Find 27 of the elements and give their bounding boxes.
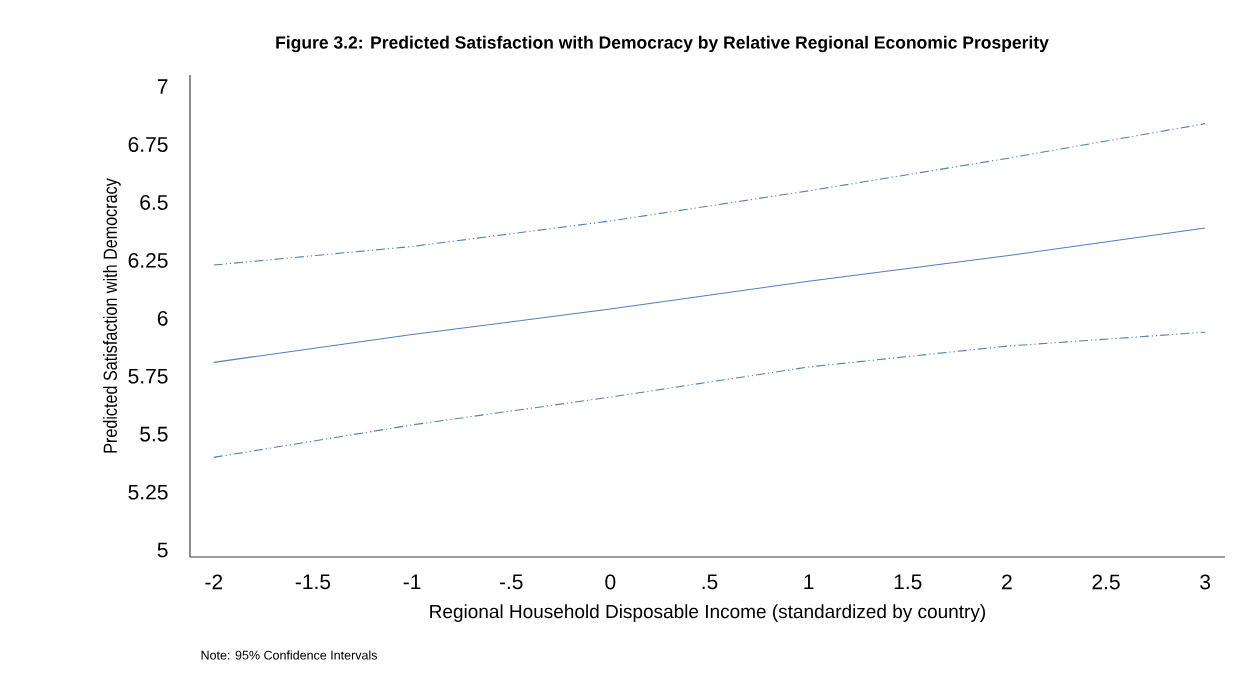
x-tick-label: -1 [403,574,421,589]
y-tick-label: 6.25 [128,252,168,268]
x-tick-label: .5 [702,574,718,590]
y-axis-title: Predicted Satisfaction with Democracy [103,178,121,453]
y-tick-label: 6.75 [128,137,168,152]
x-tick-label: 1.5 [894,574,922,590]
y-tick-label: 5.75 [128,368,168,384]
x-axis-title: Regional Household Disposable Income (standardized by country) [430,604,985,622]
x-tick-label: 1 [804,574,814,589]
y-tick-label: 5 [157,542,168,558]
x-tick-label: 2.5 [1092,574,1120,590]
text: Note: 95% Confidence Intervals [201,650,378,660]
x-tick-label: -.5 [499,574,523,590]
x-tick-label: -2 [205,574,223,590]
x-tick-label: -1.5 [295,574,331,590]
line-series [213,227,1206,363]
y-tick-label: 6.5 [140,195,168,210]
x-tick-label: 2 [1002,574,1012,590]
y-tick-label: 6 [157,310,168,326]
line-series [213,123,1206,266]
x-tick-label: 3 [1200,574,1211,590]
y-tick-label: 7 [157,79,168,94]
chart-title: Figure 3.2: Predicted Satisfaction with Democracy by Relative Regional Economic Prosperity [276,35,1049,53]
y-tick-label: 5.25 [128,484,168,500]
line-series [213,331,1206,458]
y-tick-label: 5.5 [140,426,168,442]
x-tick-label: 0 [605,574,616,590]
